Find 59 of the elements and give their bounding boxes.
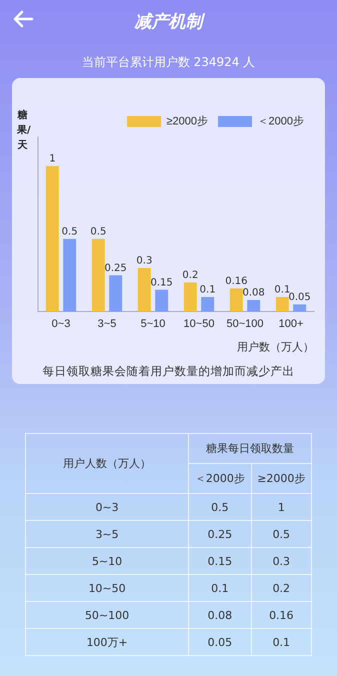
bar [63, 238, 76, 312]
data-label: 0.08 [242, 288, 265, 299]
x-tick-label: 3~5 [98, 318, 116, 330]
data-label: 0.1 [274, 284, 290, 296]
data-label: 0.5 [62, 226, 78, 238]
bar [247, 300, 260, 312]
category-label: 5~10 [26, 548, 189, 574]
bar [46, 166, 59, 312]
bar [184, 282, 197, 312]
data-label: 0.25 [188, 520, 252, 548]
text: 每日领取糖果会随着用户数量的增加而减少产出 [42, 364, 296, 379]
x-tick-label: 10~50 [184, 318, 214, 330]
text: ＜2000步 [188, 464, 252, 494]
bar [230, 288, 243, 312]
data-label: 0.05 [288, 292, 311, 303]
data-label: 0.15 [188, 548, 252, 574]
data-label: 0.2 [182, 270, 198, 282]
text: ≥2000步 [251, 464, 312, 494]
category-label: 100万+ [26, 628, 189, 656]
data-label: 0.08 [188, 602, 252, 628]
text: 用户人数（万人） [26, 434, 189, 494]
data-label: 0.16 [225, 276, 248, 287]
text: 糖果每日领取数量 [188, 434, 312, 464]
x-tick-label: 100+ [278, 318, 304, 330]
data-label: 0.5 [188, 494, 252, 520]
data-label: 0.3 [251, 548, 312, 574]
data-label: 0.1 [188, 574, 252, 602]
data-label: 0.25 [104, 262, 127, 274]
data-label: 0.05 [188, 628, 252, 656]
data-label: 0.5 [251, 520, 312, 548]
bar [109, 275, 122, 312]
category-label: 50~100 [26, 602, 189, 628]
data-label: 0.16 [251, 602, 312, 628]
x-tick-label: 5~10 [140, 318, 166, 330]
x-axis-title: 用户数（万人） [237, 340, 314, 354]
data-label: 0.1 [251, 628, 312, 656]
bar [293, 304, 306, 312]
legend-label: ＜2000步 [258, 114, 304, 128]
bar [138, 268, 151, 312]
data-label: 0.15 [150, 277, 173, 288]
bar [201, 297, 214, 312]
y-axis-title: 糖果/天 [17, 108, 31, 153]
x-tick-label: 0~3 [52, 318, 70, 330]
category-label: 10~50 [26, 574, 189, 602]
bar [92, 238, 105, 312]
legend-label: ≥2000步 [166, 114, 208, 128]
bar [276, 297, 289, 312]
chart-title: 减产机制 [133, 11, 206, 33]
data-label: 0.5 [90, 226, 106, 238]
data-label: 1 [49, 154, 56, 165]
category-label: 0~3 [26, 494, 189, 520]
category-label: 3~5 [26, 520, 189, 548]
data-label: 0.3 [136, 256, 152, 267]
data-label: 0.1 [200, 284, 216, 296]
x-tick-label: 50~100 [226, 318, 264, 330]
data-label: 1 [251, 494, 312, 520]
data-label: 0.2 [251, 574, 312, 602]
chart-subtitle: 当前平台累计用户数 234924 人 [80, 54, 256, 71]
bar [155, 290, 168, 312]
